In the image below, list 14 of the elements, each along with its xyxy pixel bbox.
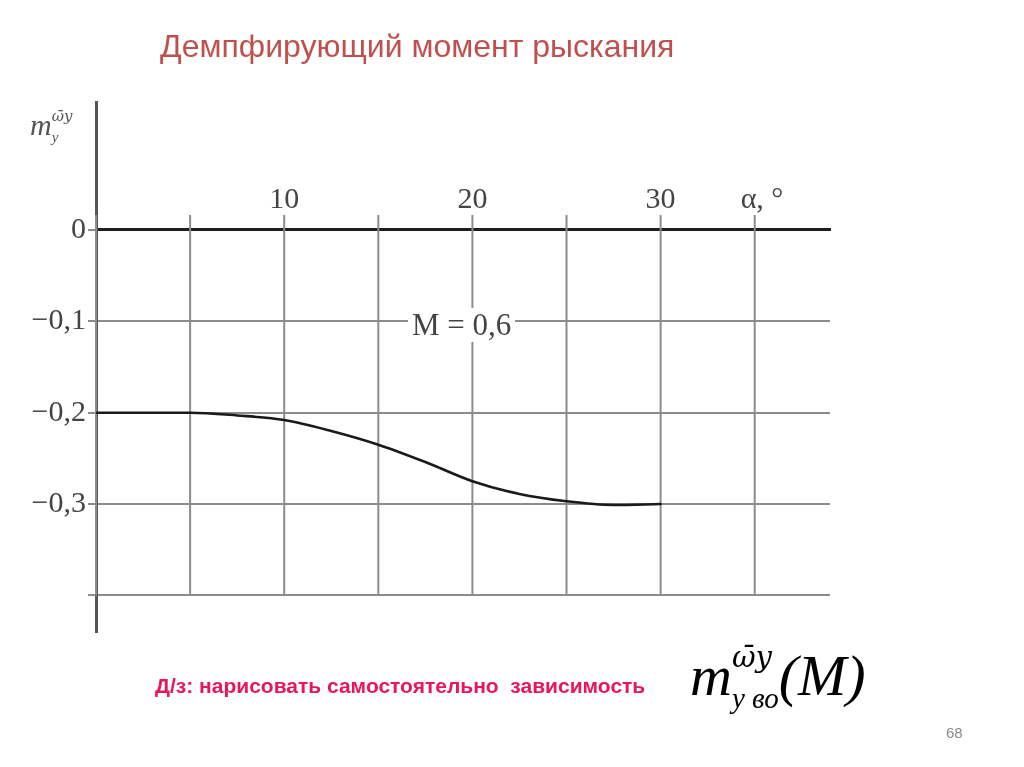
text: Д/з: нарисовать самостоятельно зависимость — [155, 674, 646, 698]
line-series — [96, 411, 662, 507]
chart-title: Демпфирующий момент рыскания — [160, 28, 675, 65]
y-tick-label: −0,1 — [31, 302, 86, 336]
annotation: M = 0,6 — [408, 307, 516, 342]
x-tick-label: 10 — [269, 180, 300, 214]
y-tick-label: −0,3 — [31, 484, 86, 518]
x-tick-label: 30 — [645, 180, 676, 214]
y-tick-label: 0 — [71, 210, 86, 244]
text: 68 — [946, 724, 963, 741]
text: m$^{ω̄y}$$_{y во}$(M) — [690, 640, 867, 715]
x-axis-title: α, ° — [740, 180, 784, 214]
x-tick-label: 20 — [457, 180, 488, 214]
y-tick-label: −0,2 — [31, 393, 86, 427]
